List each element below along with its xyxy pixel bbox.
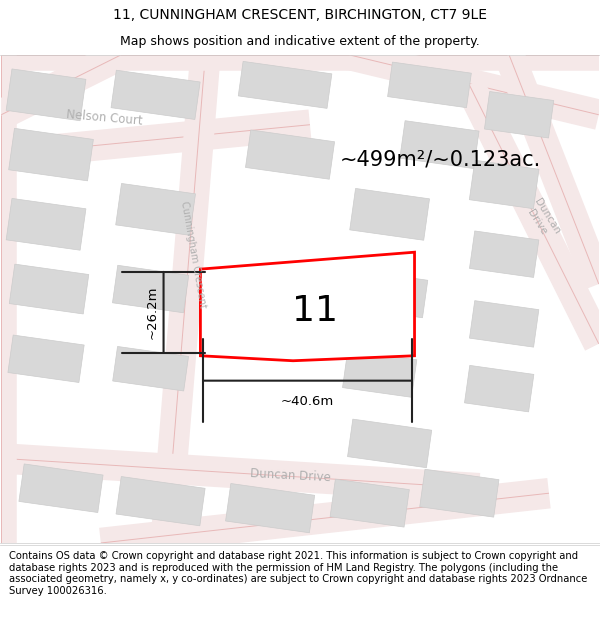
Bar xyxy=(245,130,335,179)
Bar xyxy=(469,301,539,347)
Bar xyxy=(330,479,409,527)
Text: 11, CUNNINGHAM CRESCENT, BIRCHINGTON, CT7 9LE: 11, CUNNINGHAM CRESCENT, BIRCHINGTON, CT… xyxy=(113,8,487,22)
Text: Duncan
Drive: Duncan Drive xyxy=(522,197,562,242)
Bar xyxy=(9,264,89,314)
Bar xyxy=(400,121,479,169)
Bar xyxy=(347,419,432,468)
Bar xyxy=(343,350,417,398)
Text: Contains OS data © Crown copyright and database right 2021. This information is : Contains OS data © Crown copyright and d… xyxy=(9,551,587,596)
Bar xyxy=(113,346,188,391)
Bar xyxy=(111,70,200,119)
Bar xyxy=(6,198,86,250)
Bar xyxy=(350,189,430,240)
Bar xyxy=(388,62,472,107)
Bar xyxy=(6,69,86,121)
Bar xyxy=(19,464,103,512)
Bar xyxy=(8,335,84,382)
Bar xyxy=(112,266,189,312)
Bar xyxy=(352,270,428,318)
Text: ~499m²/~0.123ac.: ~499m²/~0.123ac. xyxy=(340,149,541,169)
Text: Nelson Court: Nelson Court xyxy=(66,108,143,127)
Text: ~40.6m: ~40.6m xyxy=(281,394,334,408)
Text: Duncan Drive: Duncan Drive xyxy=(250,467,331,484)
Bar xyxy=(420,469,499,517)
Bar xyxy=(238,61,332,108)
Bar xyxy=(8,128,94,181)
Text: 11: 11 xyxy=(292,294,338,328)
Bar xyxy=(116,184,196,235)
Text: Map shows position and indicative extent of the property.: Map shows position and indicative extent… xyxy=(120,35,480,48)
Bar xyxy=(469,231,539,278)
Text: ~26.2m: ~26.2m xyxy=(146,286,158,339)
Bar xyxy=(464,366,534,412)
Text: Cunningham Crescent: Cunningham Crescent xyxy=(179,200,208,309)
Polygon shape xyxy=(200,253,415,361)
Bar xyxy=(469,160,539,209)
Bar xyxy=(484,91,554,138)
Bar xyxy=(226,484,314,532)
Bar xyxy=(116,476,205,526)
